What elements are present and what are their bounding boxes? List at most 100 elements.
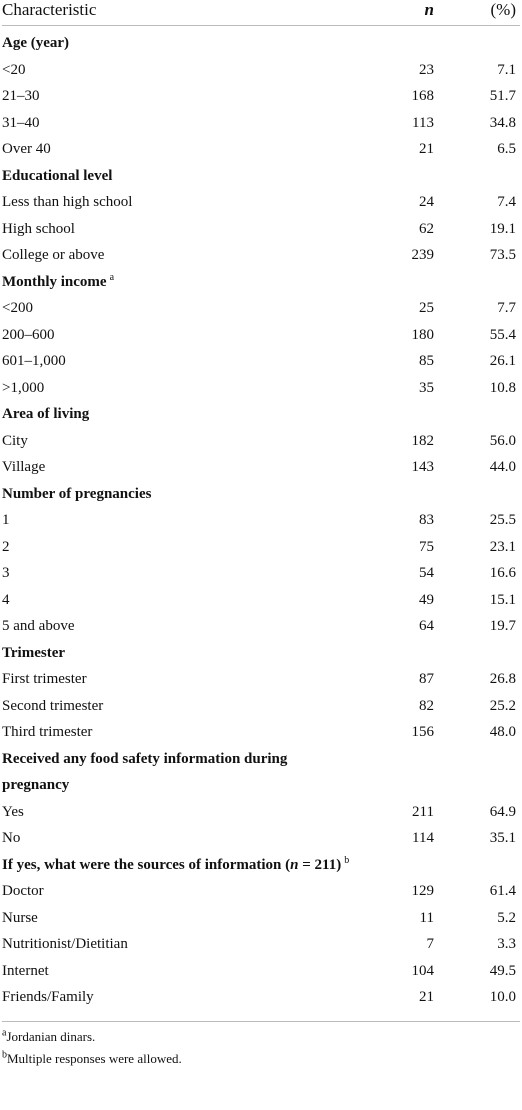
percent-cell: 23.1 xyxy=(489,538,516,555)
n-cell: 129 xyxy=(411,883,435,899)
percent-cell: 16.6 xyxy=(489,565,516,581)
n-cell: 75 xyxy=(419,538,434,555)
label-cell: 1 xyxy=(2,512,10,528)
group-heading: Number of pregnancies xyxy=(2,481,520,508)
data-row: 200–600 180 55.4 xyxy=(2,322,520,349)
data-row: City 182 56.0 xyxy=(2,428,520,455)
data-row: College or above 239 73.5 xyxy=(2,242,520,269)
heading-text: Age (year) xyxy=(2,30,352,57)
label-cell: Third trimester xyxy=(2,724,93,740)
label-cell: >1,000 xyxy=(2,379,45,396)
data-row: High school 62 19.1 xyxy=(2,216,520,243)
heading-part: n xyxy=(290,856,299,873)
group-heading-row: Monthly income a xyxy=(2,269,520,296)
footnote: aJordanian dinars. xyxy=(2,1026,520,1048)
label-cell: 31–40 xyxy=(2,114,40,131)
data-row: 5 and above 64 19.7 xyxy=(2,613,520,640)
n-cell: 104 xyxy=(411,962,435,979)
label-cell: Doctor xyxy=(2,883,44,899)
percent-cell: 25.2 xyxy=(489,697,516,714)
label-cell: Over 40 xyxy=(2,141,51,157)
label-cell: Less than high school xyxy=(2,194,133,210)
n-cell: 85 xyxy=(419,353,434,369)
heading-text: Monthly income a xyxy=(2,269,352,296)
n-cell: 21 xyxy=(419,989,434,1005)
n-cell: 156 xyxy=(411,724,435,740)
data-row: Village 143 44.0 xyxy=(2,454,520,481)
n-cell: 239 xyxy=(411,247,435,263)
heading-part: Trimester xyxy=(2,644,66,661)
data-row: Over 40 21 6.5 xyxy=(2,136,520,163)
data-row: 3 54 16.6 xyxy=(2,560,520,587)
group-heading-row: If yes, what were the sources of informa… xyxy=(2,852,520,879)
label-cell: Nurse xyxy=(2,909,38,926)
label-cell: Second trimester xyxy=(2,697,104,714)
heading-text: Area of living xyxy=(2,401,352,428)
percent-cell: 49.5 xyxy=(489,962,516,979)
footnote-text: Jordanian dinars. xyxy=(6,1028,96,1044)
group-heading-row: Age (year) xyxy=(2,30,520,57)
n-cell: 83 xyxy=(419,512,434,528)
data-row: 2 75 23.1 xyxy=(2,534,520,561)
heading-text: Trimester xyxy=(2,640,352,667)
n-cell: 113 xyxy=(412,114,434,131)
data-row: Third trimester 156 48.0 xyxy=(2,719,520,746)
heading-text: If yes, what were the sources of informa… xyxy=(2,852,352,879)
data-row: 21–30 168 51.7 xyxy=(2,83,520,110)
n-cell: 82 xyxy=(419,697,434,714)
percent-cell: 10.8 xyxy=(489,379,516,396)
n-cell: 114 xyxy=(412,830,434,846)
n-cell: 182 xyxy=(411,432,435,449)
percent-cell: 61.4 xyxy=(489,883,516,899)
header-cell: Characteristic xyxy=(2,0,362,26)
percent-cell: 10.0 xyxy=(489,989,516,1005)
header-cell: n xyxy=(362,0,446,26)
label-cell: Nutritionist/Dietitian xyxy=(2,936,128,952)
percent-cell: 26.8 xyxy=(489,671,516,687)
group-heading: Monthly income a xyxy=(2,269,520,296)
label-cell: City xyxy=(2,432,28,449)
heading-part: Age (year) xyxy=(2,35,70,51)
heading-part: Area of living xyxy=(2,406,90,422)
label-cell: Yes xyxy=(2,803,24,820)
data-row: Doctor 129 61.4 xyxy=(2,878,520,905)
n-cell: 62 xyxy=(419,220,434,237)
percent-cell: 7.1 xyxy=(497,61,516,78)
data-row: Less than high school 24 7.4 xyxy=(2,189,520,216)
label-cell: <20 xyxy=(2,61,26,78)
n-cell: 11 xyxy=(419,909,434,926)
percent-cell: 6.5 xyxy=(497,141,516,157)
data-row: 601–1,000 85 26.1 xyxy=(2,348,520,375)
percent-cell: 51.7 xyxy=(489,88,516,104)
data-row: No 114 35.1 xyxy=(2,825,520,852)
footnote: bMultiple responses were allowed. xyxy=(2,1048,520,1070)
group-heading: Area of living xyxy=(2,401,520,428)
data-row: 4 49 15.1 xyxy=(2,587,520,614)
group-heading: Received any food safety information dur… xyxy=(2,746,520,799)
heading-part: If yes, what were the sources of informa… xyxy=(2,856,291,873)
group-heading: Educational level xyxy=(2,163,520,190)
data-row: Friends/Family 21 10.0 xyxy=(2,984,520,1011)
percent-cell: 73.5 xyxy=(489,247,516,263)
heading-part: Educational level xyxy=(2,167,113,184)
header-cell: (%) xyxy=(446,0,520,26)
data-row: Nutritionist/Dietitian 7 3.3 xyxy=(2,931,520,958)
percent-cell: 44.0 xyxy=(489,459,516,475)
label-cell: 4 xyxy=(2,591,10,608)
percent-cell: 7.4 xyxy=(497,194,516,210)
n-cell: 23 xyxy=(419,61,434,78)
label-cell: High school xyxy=(2,220,75,237)
footnote-marker: a xyxy=(2,1027,7,1039)
percent-cell: 19.1 xyxy=(489,220,516,237)
percent-cell: 5.2 xyxy=(497,909,516,926)
table-body: Age (year) <20 23 7.1 21–30 168 51.7 31–40 113 34… xyxy=(2,26,520,1011)
footnote-text: Multiple responses were allowed. xyxy=(7,1050,182,1066)
label-cell: Village xyxy=(2,459,46,475)
n-cell: 64 xyxy=(419,618,434,634)
group-heading: Trimester xyxy=(2,640,520,667)
label-cell: First trimester xyxy=(2,671,87,687)
label-cell: 601–1,000 xyxy=(2,353,66,369)
data-row: Internet 104 49.5 xyxy=(2,958,520,985)
n-cell: 87 xyxy=(419,671,434,687)
